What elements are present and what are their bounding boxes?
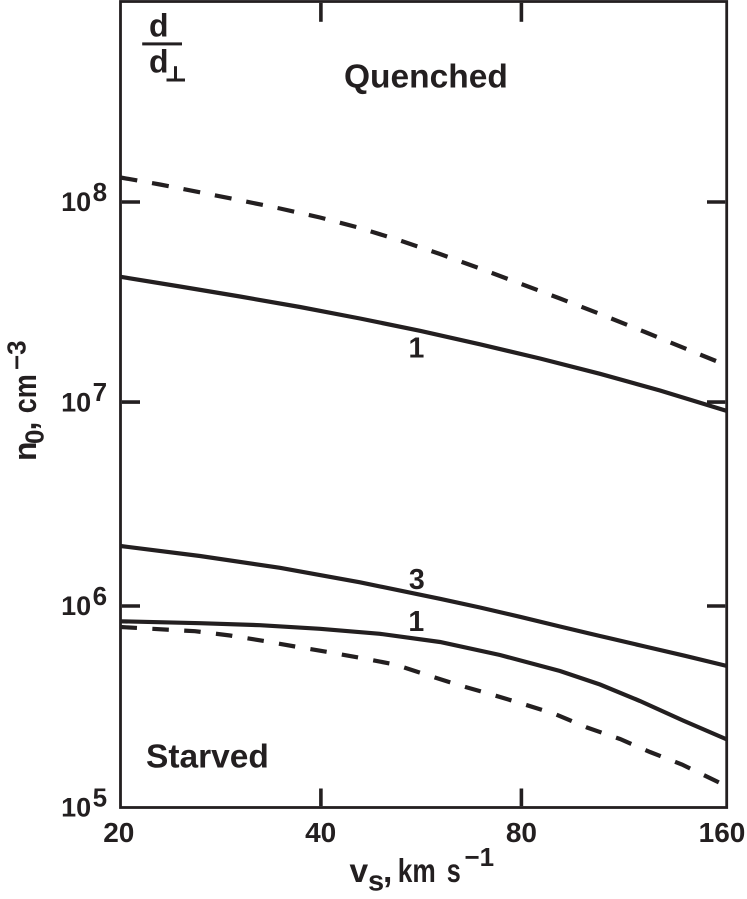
svg-text:10: 10 — [61, 387, 91, 417]
svg-text:40: 40 — [305, 817, 336, 848]
svg-text:7: 7 — [93, 377, 107, 407]
svg-text:Starved: Starved — [146, 738, 269, 775]
svg-text:1: 1 — [408, 332, 424, 364]
svg-text:5: 5 — [93, 782, 107, 812]
svg-text:0: 0 — [19, 430, 49, 444]
svg-text:20: 20 — [103, 817, 134, 848]
svg-text:3: 3 — [409, 564, 425, 596]
svg-text:10: 10 — [61, 187, 91, 217]
svg-text:km: km — [398, 853, 436, 890]
svg-text:160: 160 — [699, 817, 746, 848]
svg-text:s: s — [447, 853, 461, 890]
svg-text:d: d — [149, 44, 169, 80]
svg-text:s: s — [368, 866, 384, 898]
svg-text:−1: −1 — [465, 842, 495, 872]
svg-text:−3: −3 — [1, 340, 31, 370]
svg-text:d: d — [149, 8, 169, 44]
svg-text:,: , — [7, 422, 43, 431]
svg-text:Quenched: Quenched — [344, 59, 508, 96]
svg-text:6: 6 — [93, 581, 107, 611]
svg-text:10: 10 — [61, 793, 91, 823]
svg-text:n: n — [7, 441, 43, 461]
svg-text:cm: cm — [7, 374, 43, 413]
svg-text:8: 8 — [93, 177, 107, 207]
svg-text:v: v — [350, 853, 369, 890]
svg-text:1: 1 — [408, 606, 424, 638]
svg-text:,: , — [383, 853, 392, 890]
svg-text:80: 80 — [506, 817, 537, 848]
svg-text:10: 10 — [61, 591, 91, 621]
